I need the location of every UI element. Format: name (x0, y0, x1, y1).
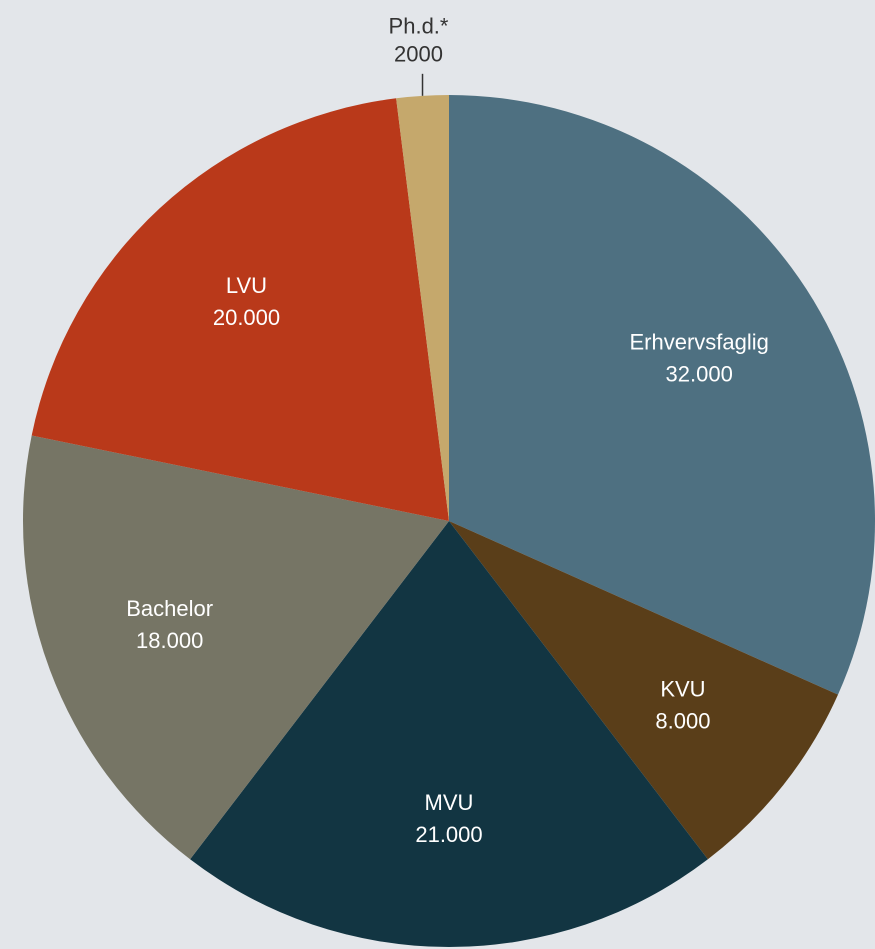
pie-slice (190, 521, 708, 947)
slice-label: Erhvervsfaglig (629, 330, 768, 355)
slice-label: Bachelor (126, 596, 213, 621)
slice-value-label: 21.000 (415, 822, 482, 847)
slice-value-label: 20.000 (213, 305, 280, 330)
slice-value-label: 2000 (394, 42, 443, 67)
slice-label: MVU (425, 790, 474, 815)
pie-slice (449, 521, 838, 860)
slice-label: KVU (660, 677, 705, 702)
slice-label: Ph.d.* (389, 14, 449, 39)
pie-slice (396, 95, 449, 521)
slice-label: LVU (226, 273, 267, 298)
pie-slice (449, 95, 875, 695)
slice-value-label: 32.000 (666, 362, 733, 387)
slice-value-label: 8.000 (655, 709, 710, 734)
slice-value-label: 18.000 (136, 628, 203, 653)
pie-slice (23, 435, 450, 860)
pie-slice (31, 98, 449, 522)
